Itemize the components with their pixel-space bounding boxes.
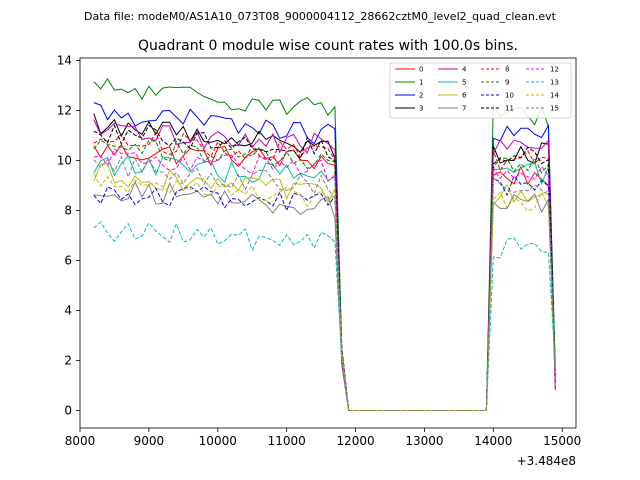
x-tick-label: 14000 — [474, 434, 512, 448]
series-line-3 — [93, 113, 556, 411]
legend-label-5: 5 — [462, 79, 466, 87]
series-line-10 — [93, 175, 556, 411]
x-tick-label: 13000 — [405, 434, 443, 448]
x-tick-label: 8000 — [65, 434, 96, 448]
legend-label-6: 6 — [462, 92, 467, 100]
legend-label-1: 1 — [419, 79, 423, 87]
legend-label-2: 2 — [419, 92, 423, 100]
y-tick-label: 4 — [64, 304, 72, 318]
series-line-11 — [93, 124, 556, 411]
series-line-13 — [93, 221, 556, 411]
x-tick-label: 12000 — [336, 434, 374, 448]
x-tick-label: 15000 — [543, 434, 581, 448]
x-offset-label: +3.484e8 — [517, 454, 576, 468]
y-tick-label: 8 — [64, 204, 72, 218]
legend-label-11: 11 — [505, 105, 514, 113]
legend-label-7: 7 — [462, 105, 466, 113]
legend-label-13: 13 — [550, 79, 559, 87]
legend-label-8: 8 — [505, 66, 509, 74]
legend-label-12: 12 — [550, 66, 559, 74]
series-line-8 — [93, 131, 556, 411]
chart-title: Quadrant 0 module wise count rates with … — [138, 38, 518, 54]
legend-label-4: 4 — [462, 66, 467, 74]
x-axis: 8000 9000 10000 11000 12000 13000 14000 15000 — [65, 428, 581, 448]
legend-label-15: 15 — [550, 105, 559, 113]
x-tick-label: 10000 — [199, 434, 237, 448]
series-line-6 — [93, 162, 556, 411]
y-axis: 0 2 4 6 8 10 12 14 — [57, 54, 80, 418]
legend-label-14: 14 — [550, 92, 559, 100]
x-tick-label: 9000 — [134, 434, 165, 448]
y-tick-label: 0 — [64, 404, 72, 418]
legend-frame — [389, 62, 572, 119]
legend-label-10: 10 — [505, 92, 514, 100]
y-tick-label: 6 — [64, 254, 72, 268]
x-tick-label: 11000 — [268, 434, 306, 448]
series-line-15 — [93, 155, 556, 411]
series-line-14 — [93, 173, 556, 411]
legend-label-0: 0 — [419, 66, 423, 74]
legend-label-3: 3 — [419, 105, 423, 113]
header-text: Data file: modeM0/AS1A10_073T08_90000041… — [84, 10, 557, 23]
series-line-4 — [93, 119, 556, 411]
plot-frame — [79, 57, 577, 429]
y-tick-label: 2 — [64, 354, 72, 368]
legend-label-9: 9 — [505, 79, 509, 87]
series-line-9 — [93, 139, 556, 411]
series-line-12 — [93, 148, 556, 411]
y-tick-label: 12 — [57, 104, 72, 118]
series-layer — [93, 77, 556, 411]
y-tick-label: 10 — [57, 154, 72, 168]
y-tick-label: 14 — [57, 54, 72, 68]
